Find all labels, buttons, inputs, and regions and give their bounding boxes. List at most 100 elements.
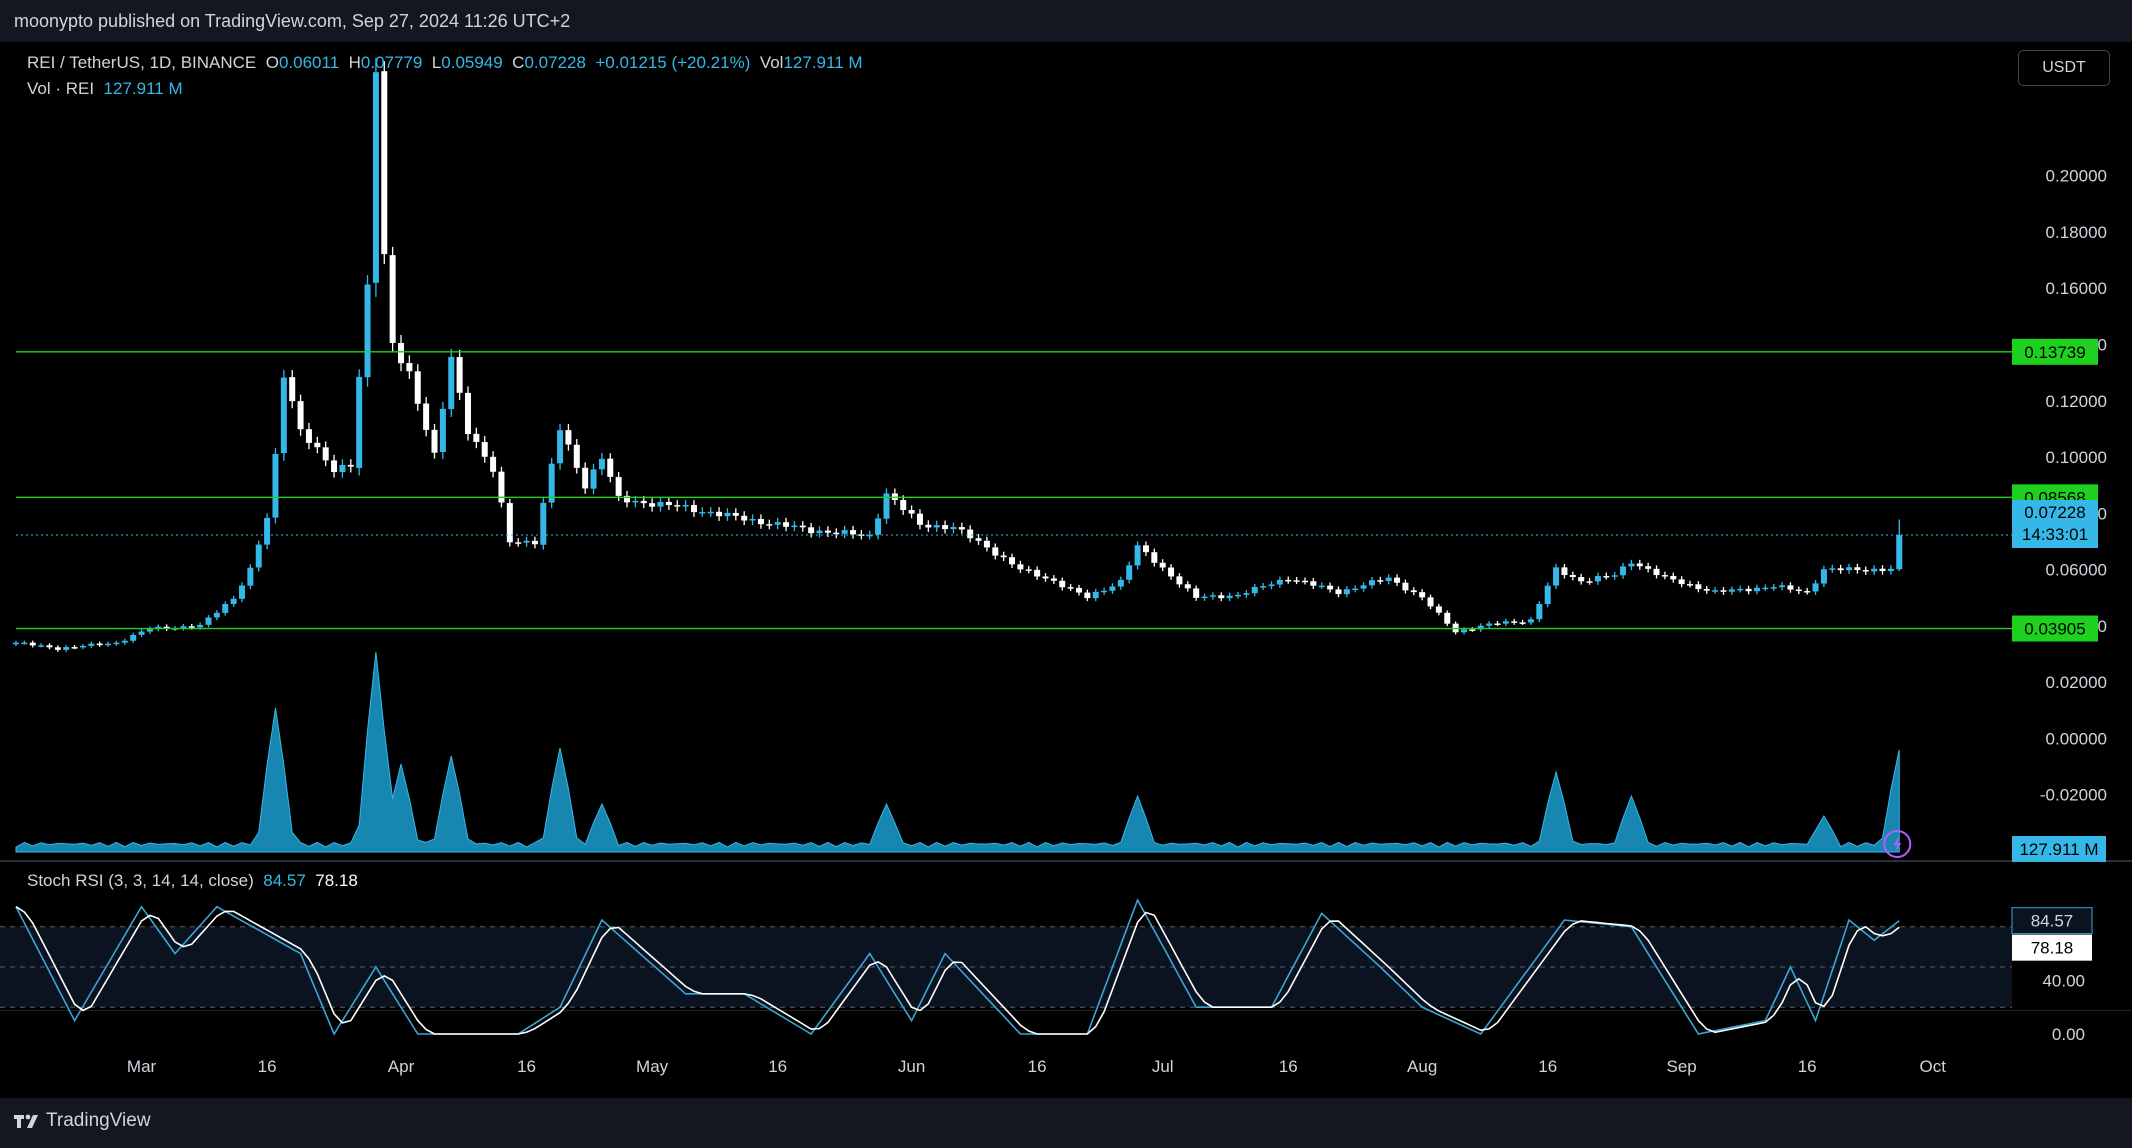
candle [1000, 555, 1007, 558]
candle [1327, 585, 1334, 590]
candle [1846, 567, 1853, 571]
legend-change: +0.01215 (+20.21%) [595, 53, 751, 72]
candle [741, 515, 748, 521]
candle [690, 504, 697, 513]
candle [1201, 596, 1208, 599]
candle [783, 522, 790, 527]
candle [657, 501, 664, 507]
candle [615, 476, 622, 496]
candle [1712, 590, 1719, 592]
sr-price-tag-label: 0.03905 [2024, 620, 2085, 639]
candle [1419, 592, 1426, 598]
candle [824, 530, 831, 533]
candle [523, 540, 530, 543]
time-axis-label: Jul [1152, 1057, 1174, 1076]
candle [1050, 578, 1057, 581]
candle [707, 511, 714, 514]
current-price-tag: 0.07228 14:33:01 [2012, 500, 2098, 548]
candle [816, 530, 823, 534]
candle [481, 442, 488, 457]
candle [1603, 576, 1610, 578]
candle [766, 524, 773, 526]
candle [1553, 567, 1560, 586]
candle [213, 612, 220, 618]
candle [121, 640, 128, 643]
price-chart[interactable]: 0.200000.180000.160000.140000.120000.100… [0, 42, 2132, 1098]
candle [1695, 584, 1702, 590]
stoch-d-line [15, 906, 1900, 1035]
candle [146, 628, 153, 632]
candle [1025, 569, 1032, 571]
candle [791, 525, 798, 528]
candle [1042, 576, 1049, 579]
tradingview-logo[interactable]: TradingView [14, 1110, 151, 1132]
sr-price-tag-label: 0.13739 [2024, 343, 2085, 362]
candle [1109, 586, 1116, 591]
candle [1142, 545, 1149, 553]
candle [255, 544, 262, 568]
legend-vol: 127.911 M [783, 53, 863, 72]
candle [1410, 590, 1417, 593]
candle [1544, 585, 1551, 605]
candle [356, 376, 363, 468]
time-axis-label: May [636, 1057, 669, 1076]
sr-price-tag [2012, 338, 2098, 365]
candle [1402, 582, 1409, 591]
candle [531, 540, 538, 545]
candle [992, 547, 999, 556]
candle [431, 429, 438, 453]
countdown-timer: 14:33:01 [2021, 525, 2089, 544]
candle [1645, 566, 1652, 569]
candle [908, 510, 915, 514]
candle [1251, 586, 1258, 594]
candle [1502, 621, 1509, 624]
candle [490, 456, 497, 472]
candle [1243, 593, 1250, 595]
candle [1511, 621, 1518, 623]
candle [1310, 581, 1317, 586]
candle [1168, 567, 1175, 577]
candle [1159, 562, 1166, 568]
candle [347, 464, 354, 467]
candle [138, 631, 145, 635]
candle [582, 467, 589, 489]
candle [448, 356, 455, 410]
candle [1753, 587, 1760, 592]
legend-low-label: L [431, 53, 442, 72]
alert-icon [1883, 830, 1912, 858]
candle [1184, 584, 1191, 589]
volume-tag-label: 127.911 M [2019, 840, 2098, 859]
currency-button[interactable]: USDT [2018, 50, 2110, 86]
legend-main: REI / TetherUS, 1D, BINANCE O0.06011 H0.… [27, 53, 863, 73]
candle [1703, 589, 1710, 591]
candle [1318, 585, 1325, 588]
candle [1854, 567, 1861, 571]
candle [1653, 568, 1660, 576]
candle [1820, 569, 1827, 584]
candle [875, 518, 882, 535]
candle [1059, 580, 1066, 588]
candle [1486, 623, 1493, 626]
candle [1134, 545, 1141, 566]
candle [364, 284, 371, 378]
volume-series-label: Vol · REI [27, 79, 95, 98]
candle [850, 530, 856, 535]
price-axis-label: -0.02000 [2040, 786, 2107, 805]
candle [280, 377, 287, 454]
candle [749, 518, 756, 521]
candle [439, 408, 446, 452]
candle [96, 643, 103, 646]
candle [975, 538, 982, 541]
candle [1151, 552, 1158, 563]
time-axis-label: Oct [1920, 1057, 1947, 1076]
candle [866, 534, 873, 537]
candle [607, 458, 614, 477]
candle [1235, 594, 1242, 597]
time-axis-label: 16 [1538, 1057, 1557, 1076]
candle [13, 642, 19, 645]
candle [289, 377, 296, 402]
candle [46, 645, 53, 648]
stoch-k-line [15, 898, 1900, 1036]
price-axis-label: 0.20000 [2046, 167, 2107, 186]
candle [1461, 629, 1468, 633]
